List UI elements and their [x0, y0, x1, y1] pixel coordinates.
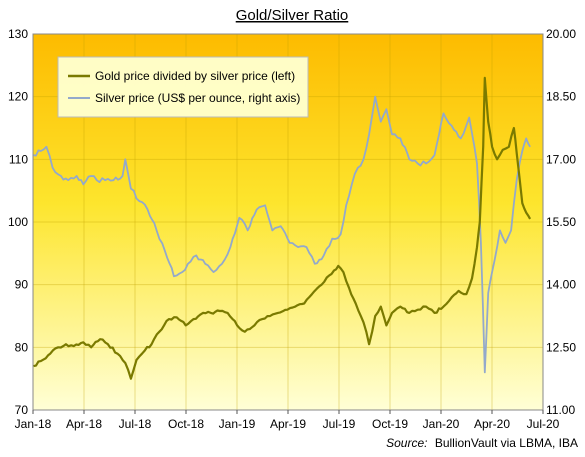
y-right-tick-label: 20.00: [546, 27, 576, 41]
source-note: Source: BullionVault via LBMA, IBA: [386, 436, 578, 450]
y-left-tick-label: 90: [15, 278, 29, 292]
series-layer: [33, 76, 532, 380]
x-tick-label: Apr-18: [66, 417, 102, 431]
y-axis-right: 11.00 12.50 14.00 15.50 17.00 18.50 20.00: [546, 27, 576, 417]
y-axis-left: 70 80 90 100 110 120 130: [8, 27, 28, 417]
y-right-tick-label: 14.00: [546, 278, 576, 292]
x-tick-label: Jan-20: [423, 417, 460, 431]
x-tick-label: Jul-20: [527, 417, 560, 431]
source-text: BullionVault via LBMA, IBA: [435, 436, 578, 450]
y-left-tick-label: 110: [9, 152, 28, 166]
y-right-tick-label: 15.50: [546, 215, 576, 229]
gold-silver-ratio-line: [33, 76, 532, 380]
x-axis: Jan-18 Apr-18 Jul-18 Oct-18 Jan-19 Apr-19 Jul-…: [15, 410, 560, 431]
source-label: Source:: [386, 436, 427, 450]
x-tick-label: Apr-20: [474, 417, 510, 431]
legend-label: Gold price divided by silver price (left…: [95, 69, 295, 83]
x-tick-label: Jan-18: [15, 417, 52, 431]
y-left-tick-label: 80: [15, 340, 29, 354]
legend-label: Silver price (US$ per ounce, right axis): [95, 91, 300, 105]
svg-text:Source: BullionVault via: Source: BullionVault via LBMA, IBA: [386, 436, 578, 450]
x-tick-label: Jan-19: [219, 417, 256, 431]
y-right-tick-label: 18.50: [546, 90, 576, 104]
y-left-tick-label: 120: [8, 90, 28, 104]
x-tick-label: Oct-19: [372, 417, 408, 431]
x-tick-label: Apr-19: [270, 417, 306, 431]
x-tick-label: Oct-18: [168, 417, 204, 431]
y-left-tick-label: 130: [8, 27, 28, 41]
legend-box: [57, 56, 309, 118]
y-right-tick-label: 17.00: [546, 152, 576, 166]
x-tick-label: Jul-18: [119, 417, 152, 431]
y-right-tick-label: 11.00: [546, 403, 575, 417]
y-left-tick-label: 100: [8, 215, 28, 229]
y-left-tick-label: 70: [15, 403, 29, 417]
chart-title: Gold/Silver Ratio: [236, 7, 349, 24]
y-right-tick-label: 12.50: [546, 340, 576, 354]
silver-price-line: [33, 95, 531, 374]
x-tick-label: Jul-19: [323, 417, 356, 431]
legend: Gold price divided by silver price (left…: [57, 56, 309, 118]
